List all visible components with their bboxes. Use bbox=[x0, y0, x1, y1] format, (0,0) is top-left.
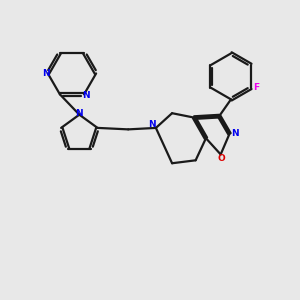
Text: N: N bbox=[42, 69, 49, 78]
Text: N: N bbox=[148, 120, 156, 129]
Text: N: N bbox=[231, 129, 238, 138]
Text: N: N bbox=[75, 109, 82, 118]
Text: N: N bbox=[82, 91, 90, 100]
Text: F: F bbox=[253, 83, 259, 92]
Text: O: O bbox=[218, 154, 225, 163]
